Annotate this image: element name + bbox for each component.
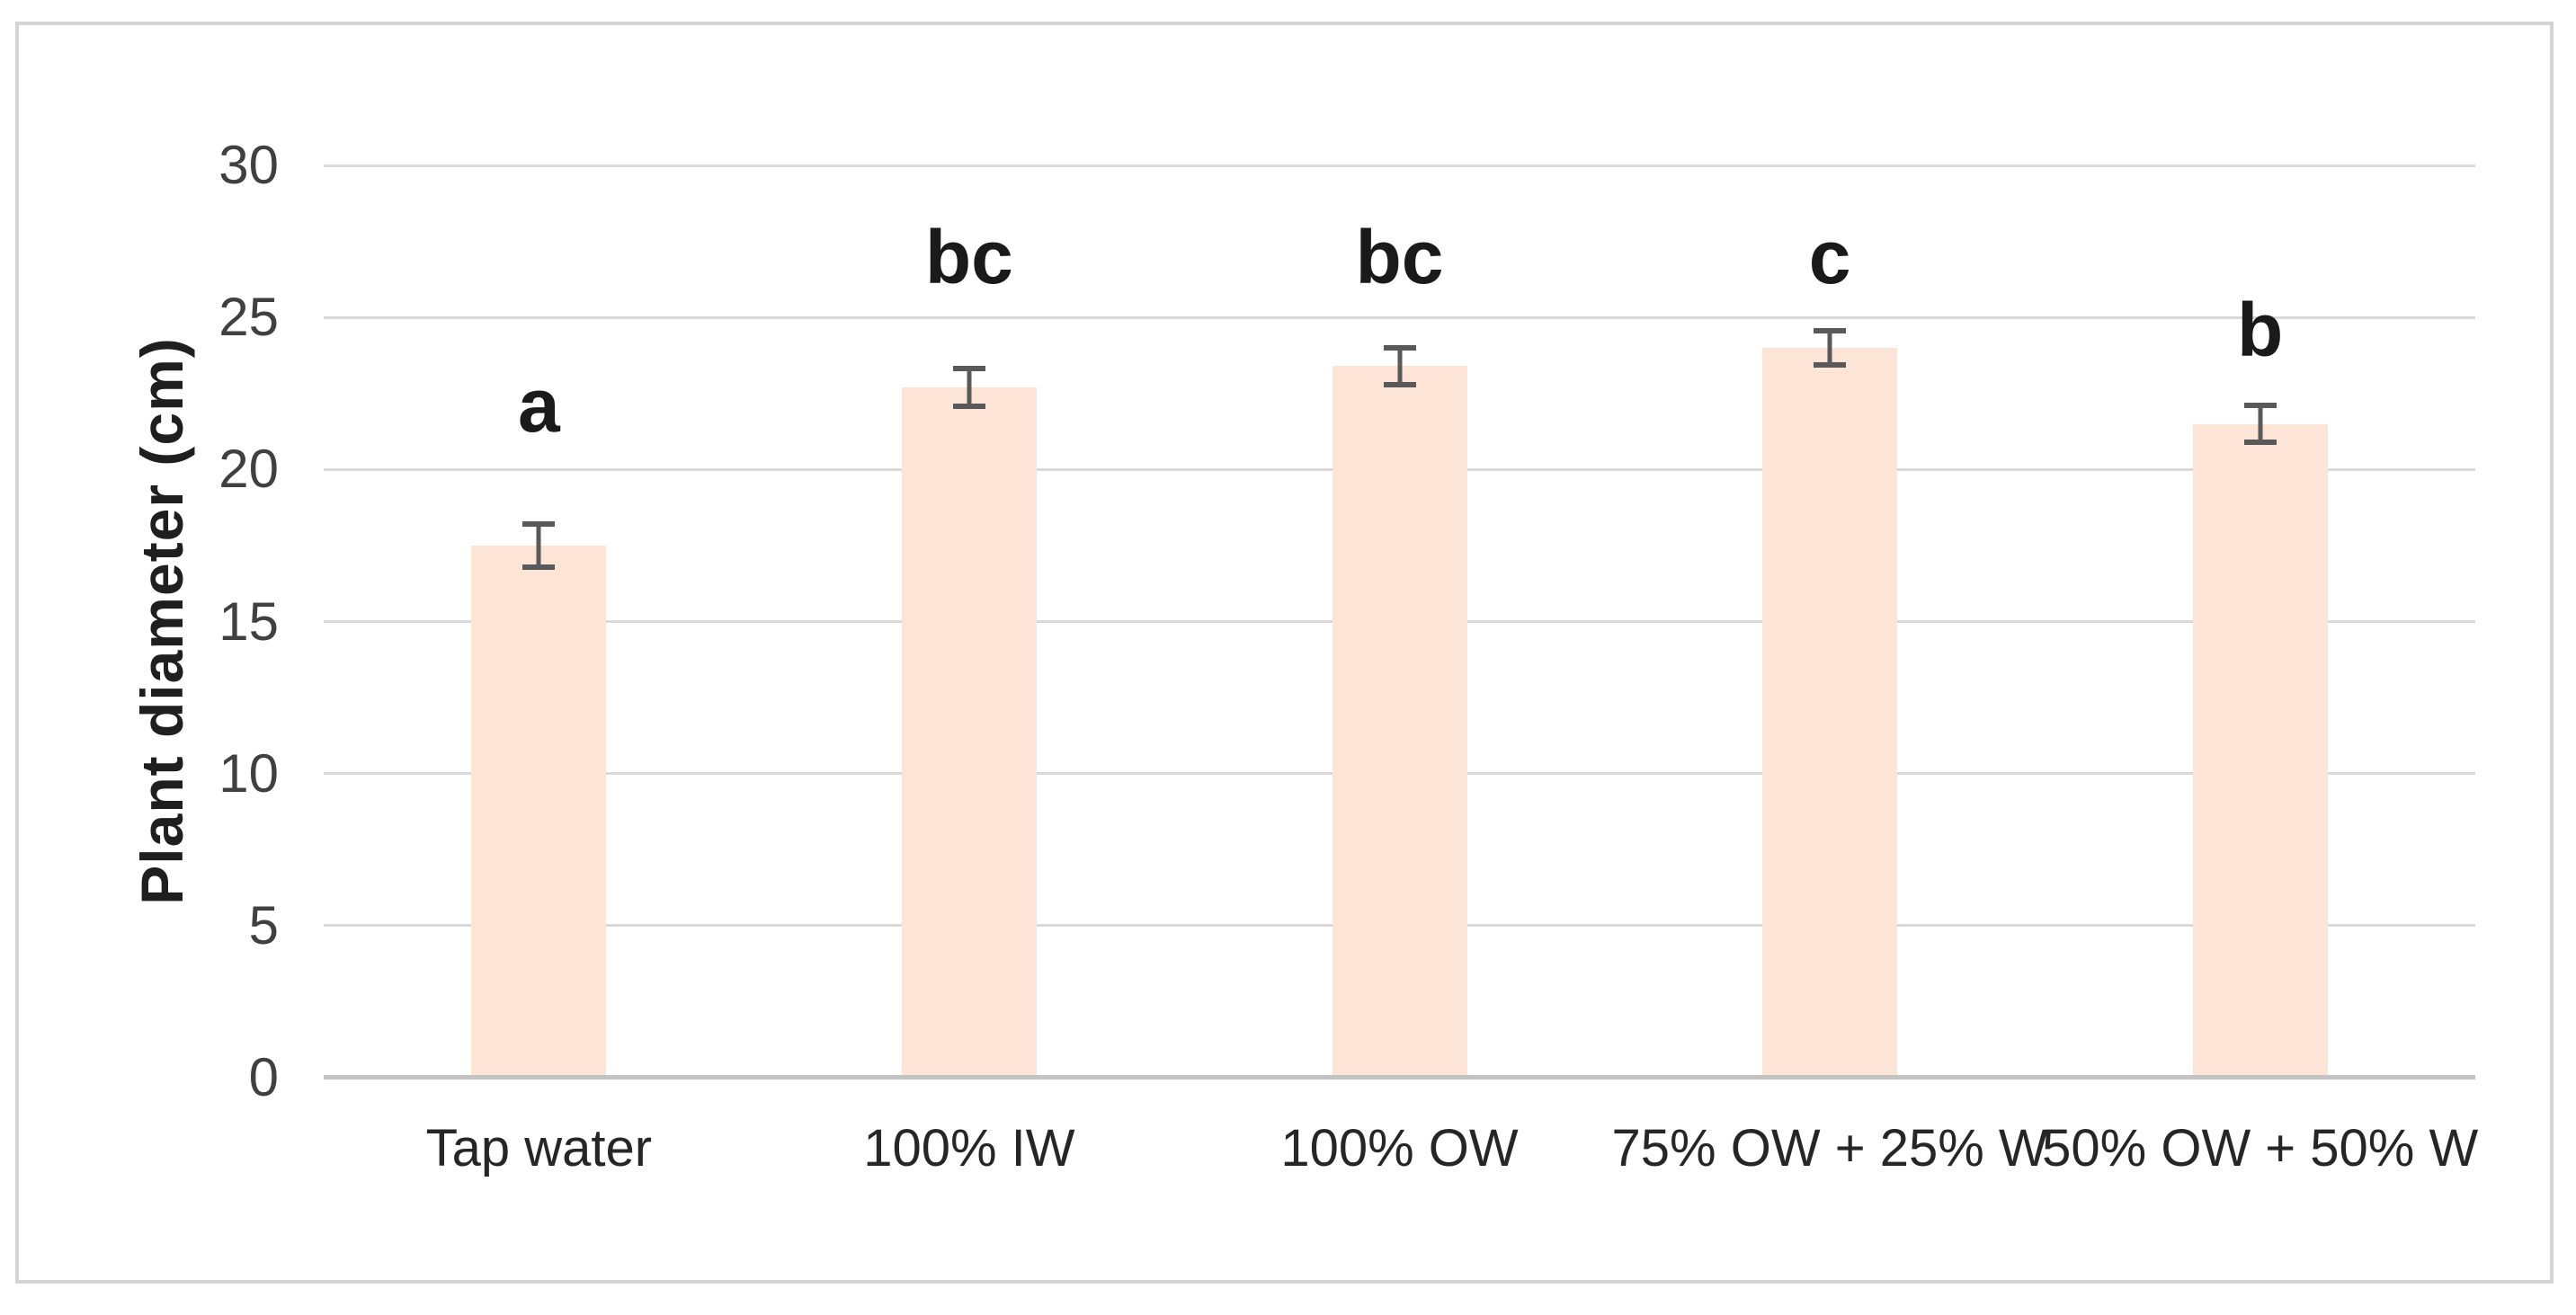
error-bar-line [1397,344,1402,387]
error-bar [952,366,985,409]
x-tick-label: 100% IW [863,1119,1075,1177]
error-bar-line [2258,402,2263,446]
plot-area: a bc bc c b [324,164,2475,1080]
y-tick-label: 0 [248,1047,279,1107]
significance-letter: b [2237,287,2284,372]
bar [471,545,607,1078]
error-bar [1383,344,1416,387]
y-tick-label: 10 [218,742,279,804]
error-bar-cap-bottom [952,403,985,409]
x-tick-label: 50% OW + 50% W [2042,1119,2479,1177]
bar [1762,348,1898,1078]
error-bar-cap-top [522,520,556,527]
x-tick-label: 75% OW + 25% W [1611,1119,2048,1177]
bar [1332,366,1467,1078]
y-tick-label: 5 [248,894,279,955]
error-bar-cap-bottom [522,564,556,570]
error-bar-cap-top [1814,328,1847,334]
error-bar [522,520,556,570]
gridline [324,164,2475,167]
gridline [324,315,2475,319]
bar [2192,423,2328,1078]
error-bar-line [536,520,541,570]
error-bar [2243,402,2277,446]
bar [901,387,1037,1078]
error-bar-cap-top [2243,402,2277,408]
error-bar-cap-bottom [1814,362,1847,368]
y-tick-label: 30 [218,135,279,195]
error-bar-cap-bottom [2243,440,2277,446]
x-tick-label: 100% OW [1280,1119,1519,1177]
error-bar-cap-top [1383,344,1416,351]
error-bar-line [1827,328,1832,368]
error-bar-cap-top [952,366,985,372]
chart-frame [15,22,2554,1284]
x-tick-label: Tap water [425,1119,653,1177]
significance-letter: a [517,363,560,449]
error-bar-line [967,366,972,409]
significance-letter: bc [924,214,1013,299]
y-tick-label: 25 [218,287,279,348]
y-tick-label: 15 [218,591,279,652]
y-tick-label: 20 [218,439,279,500]
error-bar [1814,328,1847,368]
significance-letter: c [1808,214,1851,299]
error-bar-cap-bottom [1383,381,1416,387]
significance-letter: bc [1355,214,1444,299]
x-axis-line [324,1075,2475,1080]
